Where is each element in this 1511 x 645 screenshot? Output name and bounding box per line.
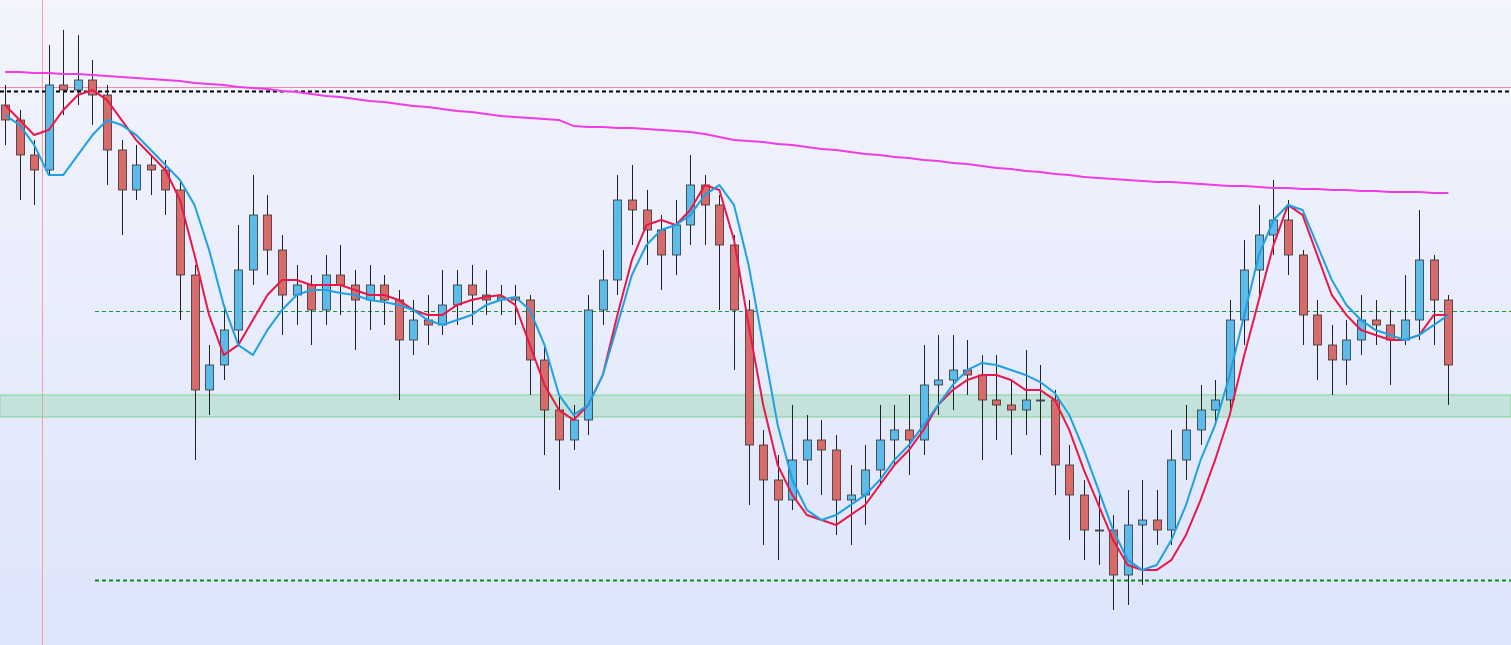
candle-body xyxy=(351,284,360,301)
candle-body xyxy=(1080,494,1089,531)
candle-body xyxy=(920,384,929,441)
candle-body xyxy=(1284,219,1293,256)
ma-line xyxy=(5,71,1449,194)
candle-body xyxy=(161,169,170,191)
candle-body xyxy=(191,274,200,391)
candle-body xyxy=(876,439,885,471)
candle-body xyxy=(468,284,477,296)
candle-body xyxy=(118,149,127,191)
candle-body xyxy=(30,154,39,171)
candle-body xyxy=(322,274,331,311)
candle-body xyxy=(715,204,724,246)
candle-body xyxy=(1124,524,1133,576)
candle-body xyxy=(1401,319,1410,341)
candle-body xyxy=(147,164,156,171)
candle-body xyxy=(1051,399,1060,466)
candle-body xyxy=(380,284,389,301)
candle-body xyxy=(1211,399,1220,411)
candle-body xyxy=(599,279,608,311)
candle-body xyxy=(1328,344,1337,361)
candle-body xyxy=(263,214,272,251)
candle-body xyxy=(74,79,83,91)
candle-body xyxy=(1007,404,1016,411)
candle-body xyxy=(745,309,754,446)
candle-body xyxy=(1197,409,1206,431)
candle-body xyxy=(905,429,914,441)
candle-body xyxy=(453,284,462,306)
zone xyxy=(0,394,1511,418)
candle-body xyxy=(949,369,958,381)
candle-body xyxy=(1299,254,1308,316)
candle-body xyxy=(1226,319,1235,401)
candle-body xyxy=(672,224,681,256)
candle-body xyxy=(336,274,345,286)
candle-body xyxy=(555,409,564,441)
ma-line xyxy=(4,114,1449,571)
candle-body xyxy=(1065,464,1074,496)
candle-body xyxy=(249,214,258,271)
candle-body xyxy=(1313,314,1322,346)
candle-body xyxy=(847,494,856,501)
candle-body xyxy=(1138,519,1147,526)
candle-body xyxy=(1095,529,1104,532)
candle-body xyxy=(132,164,141,191)
candle-body xyxy=(1342,339,1351,361)
candle-body xyxy=(774,479,783,501)
candle-body xyxy=(934,379,943,386)
candle-body xyxy=(234,269,243,331)
candle-body xyxy=(526,299,535,361)
candle-body xyxy=(686,184,695,226)
candle-body xyxy=(992,399,1001,406)
candle-body xyxy=(584,309,593,421)
candle-body xyxy=(59,84,68,91)
candle-body xyxy=(409,319,418,341)
candle-body xyxy=(817,439,826,451)
candle-body xyxy=(643,209,652,231)
candle-body xyxy=(205,364,214,391)
candle-body xyxy=(1386,324,1395,341)
candle-body xyxy=(88,79,97,96)
candle-body xyxy=(890,429,899,441)
candle-body xyxy=(1036,399,1045,402)
candle-body xyxy=(1444,299,1453,366)
candle-body xyxy=(803,439,812,461)
candle-body xyxy=(176,189,185,276)
candle-body xyxy=(832,449,841,501)
candle-body xyxy=(1153,519,1162,531)
candle-body xyxy=(1182,429,1191,461)
candle-body xyxy=(366,284,375,301)
candle-body xyxy=(307,284,316,311)
candle-body xyxy=(613,199,622,281)
candle-body xyxy=(628,199,637,211)
candle-body xyxy=(1372,319,1381,326)
candle-body xyxy=(759,444,768,481)
candle-body xyxy=(1430,259,1439,301)
candle-body xyxy=(278,249,287,296)
ma-line xyxy=(4,89,1449,571)
candle-body xyxy=(1167,459,1176,531)
candle-body xyxy=(570,419,579,441)
candle-body xyxy=(1022,399,1031,411)
candle-body xyxy=(978,374,987,401)
candle-body xyxy=(1415,259,1424,321)
